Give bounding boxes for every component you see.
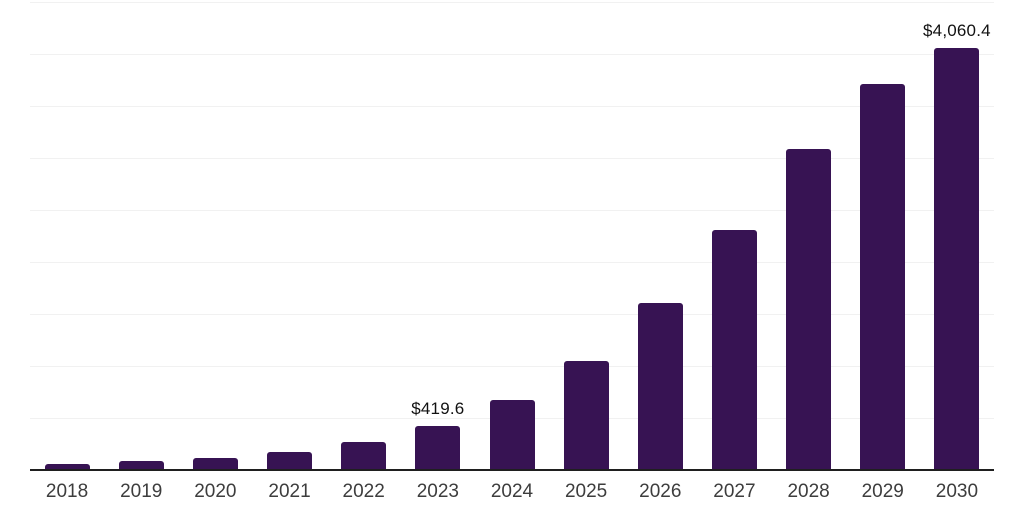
- gridline-3500: [30, 106, 994, 107]
- gridline-3000: [30, 158, 994, 159]
- bar-2025: [563, 360, 609, 470]
- x-tick-2027: 2027: [713, 481, 756, 502]
- bar-2024: [489, 400, 535, 470]
- bar-2028: [786, 149, 832, 470]
- x-tick-2019: 2019: [120, 481, 163, 502]
- x-tick-2021: 2021: [268, 481, 311, 502]
- x-tick-2022: 2022: [342, 481, 385, 502]
- gridline-2000: [30, 262, 994, 263]
- x-tick-2020: 2020: [194, 481, 237, 502]
- bar-2019: [118, 460, 164, 470]
- x-tick-2024: 2024: [490, 481, 534, 502]
- gridline-1000: [30, 366, 994, 367]
- x-tick-2025: 2025: [564, 481, 608, 502]
- bar-2027: [711, 230, 757, 470]
- bar-2029: [860, 83, 906, 470]
- gridline-4000: [30, 54, 994, 55]
- bar-2030: [934, 47, 980, 470]
- x-axis-labels: 2018 2019 2020 2021 2022 2023 2024 2025 2026 2027…: [30, 481, 994, 507]
- bar-2020: [192, 457, 238, 470]
- x-tick-2028: 2028: [787, 481, 830, 502]
- bar-2022: [341, 442, 387, 470]
- gridline-1500: [30, 314, 994, 315]
- value-label-2030: $4,060.4: [923, 20, 991, 40]
- bar-2018: [44, 463, 90, 470]
- gridline-4500: [30, 2, 994, 3]
- x-tick-2029: 2029: [861, 481, 904, 502]
- x-axis-line: [30, 469, 994, 471]
- bar-2021: [267, 452, 313, 470]
- x-tick-2023: 2023: [416, 481, 459, 502]
- x-tick-2018: 2018: [45, 481, 89, 502]
- value-label-2023: $419.6: [411, 399, 465, 419]
- bar-2023: [415, 426, 461, 470]
- bar-2026: [637, 302, 683, 470]
- plot-area: $419.6 $4,060.4: [30, 2, 994, 471]
- x-tick-2030: 2030: [935, 481, 979, 502]
- x-tick-2026: 2026: [639, 481, 682, 502]
- gridline-2500: [30, 210, 994, 211]
